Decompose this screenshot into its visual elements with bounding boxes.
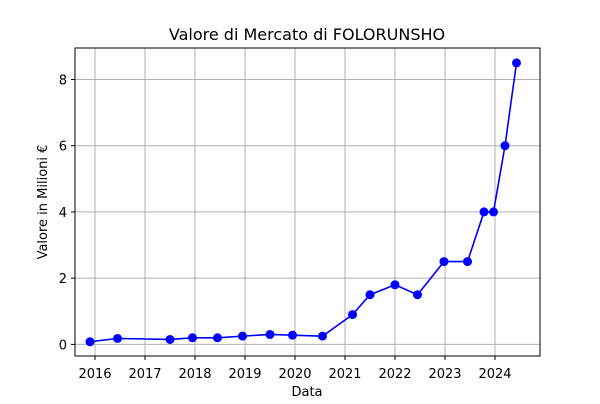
y-tick-label: 4	[59, 206, 67, 221]
data-point	[238, 331, 247, 341]
plot-frame	[74, 47, 541, 357]
data-point	[500, 141, 510, 151]
data-point	[413, 290, 422, 300]
data-point	[365, 290, 375, 300]
x-tick-label: 2016	[78, 367, 111, 382]
x-tick-label: 2018	[178, 367, 211, 382]
y-tick-label: 6	[59, 140, 67, 155]
y-tick-label: 0	[59, 338, 67, 353]
data-point	[348, 310, 357, 320]
x-tick-label: 2022	[378, 367, 411, 382]
data-point	[188, 333, 197, 343]
data-point	[288, 330, 297, 340]
data-point	[265, 329, 275, 339]
series-layer	[85, 58, 521, 347]
tick-layer: 2016 2017 2018 2019 2020 2021 2022 2023 2024 0 2 4 6…	[59, 73, 512, 382]
x-tick-label: 2023	[428, 367, 461, 382]
x-tick-label: 2017	[128, 367, 161, 382]
data-point	[318, 331, 327, 341]
y-tick-label: 8	[59, 73, 67, 88]
data-point	[479, 207, 489, 217]
data-point	[463, 257, 472, 267]
data-point	[113, 333, 122, 343]
y-tick-label: 2	[59, 272, 67, 287]
x-tick-label: 2020	[278, 367, 311, 382]
y-axis-label: Valore in Milioni €	[36, 145, 51, 260]
data-point	[165, 334, 175, 344]
data-point	[390, 280, 400, 290]
x-tick-label: 2021	[328, 367, 361, 382]
data-point	[439, 257, 449, 267]
data-point	[512, 58, 521, 68]
x-tick-label: 2024	[478, 367, 511, 382]
data-point	[489, 207, 498, 217]
x-axis-label: Data	[291, 385, 322, 400]
chart-title: Valore di Mercato di FOLORUNSHO	[169, 25, 445, 44]
grid-layer	[75, 48, 540, 356]
data-point	[85, 337, 95, 347]
data-point	[213, 333, 222, 343]
x-tick-label: 2019	[228, 367, 261, 382]
